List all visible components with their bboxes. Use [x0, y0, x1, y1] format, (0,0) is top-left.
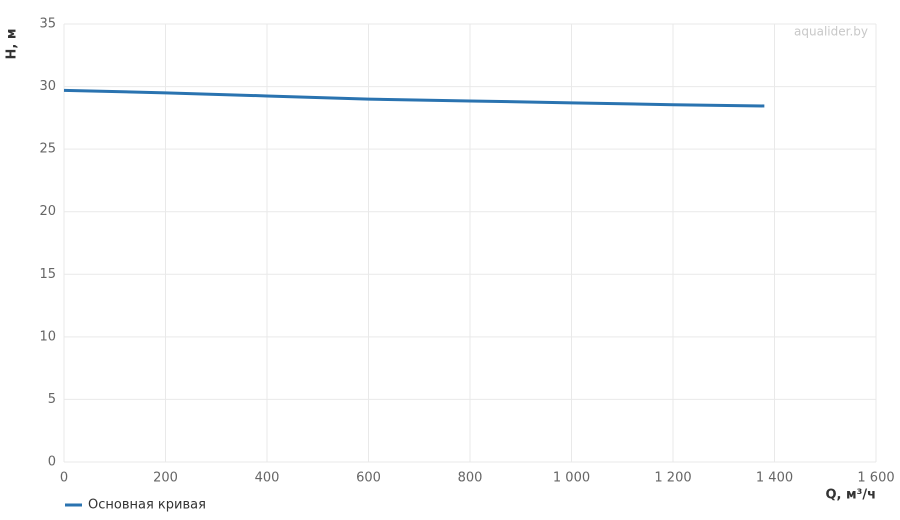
- y-tick-label: 20: [39, 204, 56, 219]
- y-tick-label: 25: [39, 142, 56, 157]
- y-tick-label: 30: [39, 79, 56, 94]
- x-axis-label: Q, м³/ч: [825, 488, 876, 503]
- y-tick-label: 5: [48, 392, 56, 407]
- watermark: aqualider.by: [794, 25, 868, 39]
- y-axis-label: H, м: [5, 29, 20, 60]
- y-tick-label: 0: [48, 455, 56, 470]
- x-tick-label: 1 000: [553, 471, 590, 486]
- x-tick-label: 800: [458, 471, 483, 486]
- x-tick-label: 400: [255, 471, 280, 486]
- y-tick-label: 15: [39, 267, 56, 282]
- x-tick-label: 1 400: [756, 471, 793, 486]
- legend-label: Основная кривая: [88, 498, 206, 513]
- x-tick-label: 200: [153, 471, 178, 486]
- y-tick-label: 35: [39, 17, 56, 32]
- line: [63, 88, 765, 108]
- x-tick-label: 0: [60, 471, 68, 486]
- y-tick-label: 10: [39, 329, 56, 344]
- x-tick-label: 600: [356, 471, 381, 486]
- x-tick-label: 1 600: [857, 471, 894, 486]
- x-tick-label: 1 200: [654, 471, 691, 486]
